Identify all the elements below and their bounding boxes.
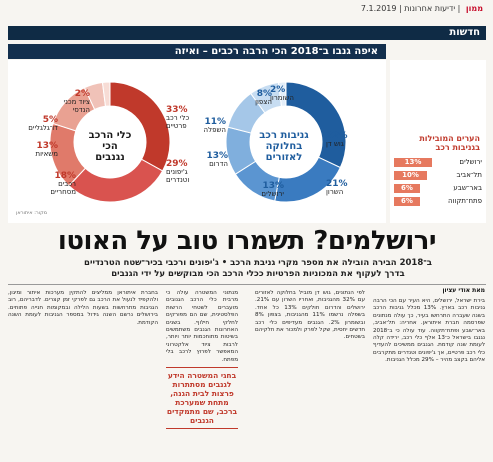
infographic-title: איפה גנבו ב־2018 הכי הרבה רכבים – ואיזה <box>174 46 378 57</box>
header-paper-name: ידיעות אחרונות <box>404 4 456 13</box>
right-donut-label-6: 2% השומרון <box>270 85 318 103</box>
header-section-prefix: ממון <box>465 4 483 13</box>
right-center-line-0: גניבות רכב <box>259 130 309 141</box>
left-donut-pct-4: 5% <box>42 115 58 125</box>
right-donut-label-4: 11% השפלה <box>178 117 226 135</box>
subhead-line-2: בדרך לעקוף את המכוניות הפרטיות ככלי הרכב… <box>111 269 405 279</box>
right-donut-label-5: 8% הצפון <box>224 89 272 107</box>
article-subhead: ב־2018 הבירה הובילה את מספר מקרי גניבת ה… <box>30 258 486 280</box>
left-donut-label-1: 29% ג'יפונים וטנדרים <box>166 159 214 185</box>
left-donut-pct-5: 2% <box>74 89 90 99</box>
left-donut-label-5: 2% ציוד מכני הנדסי <box>42 89 91 115</box>
article-headline: ירושלמים? תשמרו טוב על האוטו <box>57 226 437 256</box>
headline-rule <box>8 284 486 285</box>
left-donut-slice-5 <box>101 81 111 107</box>
city-name-0: ירושלים <box>459 158 482 166</box>
left-donut-label-text-2-1: מסחריים <box>50 188 76 196</box>
right-donut-label-text-0-0: גוש דן <box>326 140 344 148</box>
article-column-2: לפי הנתונים, גוש דן מוביל בחלוקה לאזורים… <box>255 290 365 341</box>
left-donut-pct-2: 18% <box>54 171 76 181</box>
article-byline: מאת אודי עציון <box>442 287 485 294</box>
subhead-line-1: ב־2018 הבירה הובילה את מספר מקרי גניבת ה… <box>84 258 432 268</box>
infographic-title-bar: איפה גנבו ב־2018 הכי הרבה רכבים – ואיזה <box>8 44 386 59</box>
city-name-2: באר־שבע <box>453 184 482 192</box>
right-donut-pct-5: 8% <box>256 89 272 99</box>
right-donut-pct-0: 32% <box>326 131 348 141</box>
left-donut-label-text-2-0: רכבים <box>58 180 76 188</box>
right-donut-label-text-4-0: השפלה <box>203 126 226 134</box>
right-donut-slice-6 <box>277 81 287 107</box>
section-bar: חדשות <box>8 26 486 40</box>
right-donut-label-text-1-0: השרון <box>326 188 344 196</box>
city-bar-3: 6% <box>394 197 420 206</box>
left-donut-pct-0: 33% <box>166 105 188 115</box>
city-bar-1: 10% <box>394 171 427 180</box>
left-donut-label-text-5-1: הנדסי <box>72 106 90 114</box>
left-donut-label-text-3-0: משאיות <box>35 150 58 158</box>
left-center-line-1: הכי <box>102 141 118 152</box>
left-donut-center-text: כלי הרכב הכי נגנבים <box>85 130 135 163</box>
left-donut-label-2: 18% רכבים מסחריים <box>28 171 76 197</box>
cities-title-line-1: בגניבות רכב <box>435 143 480 152</box>
article-column-3-top: מנתוני המשטרה עולה כי מרבית כלי הרכב הגנ… <box>166 290 238 363</box>
left-donut-label-3: 13% משאיות <box>10 141 58 159</box>
left-donut-label-text-0-0: כלי רכב <box>166 114 190 122</box>
left-donut-label-0: 33% כלי רכב פרטיים <box>166 105 214 131</box>
right-donut-label-text-6-0: השומרון <box>270 94 294 102</box>
left-center-line-2: נגנבים <box>95 152 125 163</box>
top-cities-panel: הערים המובילות בגניבות רכב 13% ירושלים 10% ת… <box>390 60 486 223</box>
right-donut-label-1: 21% השרון <box>326 179 374 197</box>
article-column-4: בחברת איתוראן ממליצים להתקין מערכות איתו… <box>8 290 158 326</box>
right-donut-label-text-2-0: ירושלים <box>261 190 284 198</box>
top-cities-title: הערים המובילות בגניבות רכב <box>396 134 480 152</box>
left-center-line-0: כלי הרכב <box>88 130 132 141</box>
cities-title-line-0: הערים המובילות <box>419 134 480 143</box>
header-date: 7.1.2019 <box>360 4 397 13</box>
right-center-line-2: לאזורים <box>265 152 303 163</box>
right-center-line-1: בחלוקה <box>265 141 303 152</box>
right-donut-pct-3: 13% <box>206 151 228 161</box>
left-donut-label-text-4-0: דו־גלגליים <box>28 124 58 132</box>
right-donut-label-3: 13% הדרום <box>180 151 228 169</box>
infographic-source: מקור: איתוראן <box>16 210 48 216</box>
city-name-1: תל־אביב <box>456 171 482 179</box>
left-donut-label-text-1-1: וטנדרים <box>166 176 190 184</box>
right-donut-label-2: 13% ירושלים <box>236 181 284 199</box>
left-donut-pct-1: 29% <box>166 159 188 169</box>
right-donut-label-0: 32% גוש דן <box>326 131 374 149</box>
infographic: 33% כלי רכב פרטיים 29% ג'יפונים וטנדרים 18% רכב… <box>8 60 386 223</box>
header-separator: | <box>399 4 402 13</box>
right-donut-pct-6: 2% <box>270 85 286 95</box>
right-donut-label-text-3-0: הדרום <box>209 160 228 168</box>
right-donut-pct-1: 21% <box>326 179 348 189</box>
left-donut-slice-0 <box>109 81 171 172</box>
article-column-1: בירת ישראל, ירושלים, היא העיר עם הכי הרב… <box>373 298 485 364</box>
left-donut-pct-3: 13% <box>36 141 58 151</box>
header-separator: | <box>457 4 461 13</box>
right-donut-pct-4: 11% <box>204 117 226 127</box>
right-donut-center-text: גניבות רכב בחלוקה לאזורים <box>256 130 312 163</box>
left-donut-label-4: 5% דו־גלגליים <box>10 115 58 133</box>
left-donut-label-text-0-1: פרטיים <box>166 122 187 130</box>
city-bar-0: 13% <box>394 158 432 167</box>
article-pullquote: בחגי המשטרה הידע לגנבים מסתתרות פרצות לב… <box>166 367 238 429</box>
city-bar-2: 6% <box>394 184 420 193</box>
donut-charts <box>49 81 347 203</box>
section-title: חדשות <box>449 27 480 38</box>
right-donut-pct-2: 13% <box>262 181 284 191</box>
header-meta: ממון | ידיעות אחרונות | 7.1.2019 <box>361 4 483 13</box>
page-header: ממון | ידיעות אחרונות | 7.1.2019 <box>0 0 493 24</box>
left-donut-label-text-1-0: ג'יפונים <box>166 168 188 176</box>
right-donut-label-text-5-0: הצפון <box>255 98 272 106</box>
city-name-3: פתח־תקווה <box>447 197 482 205</box>
left-donut-label-text-5-0: ציוד מכני <box>63 98 91 106</box>
